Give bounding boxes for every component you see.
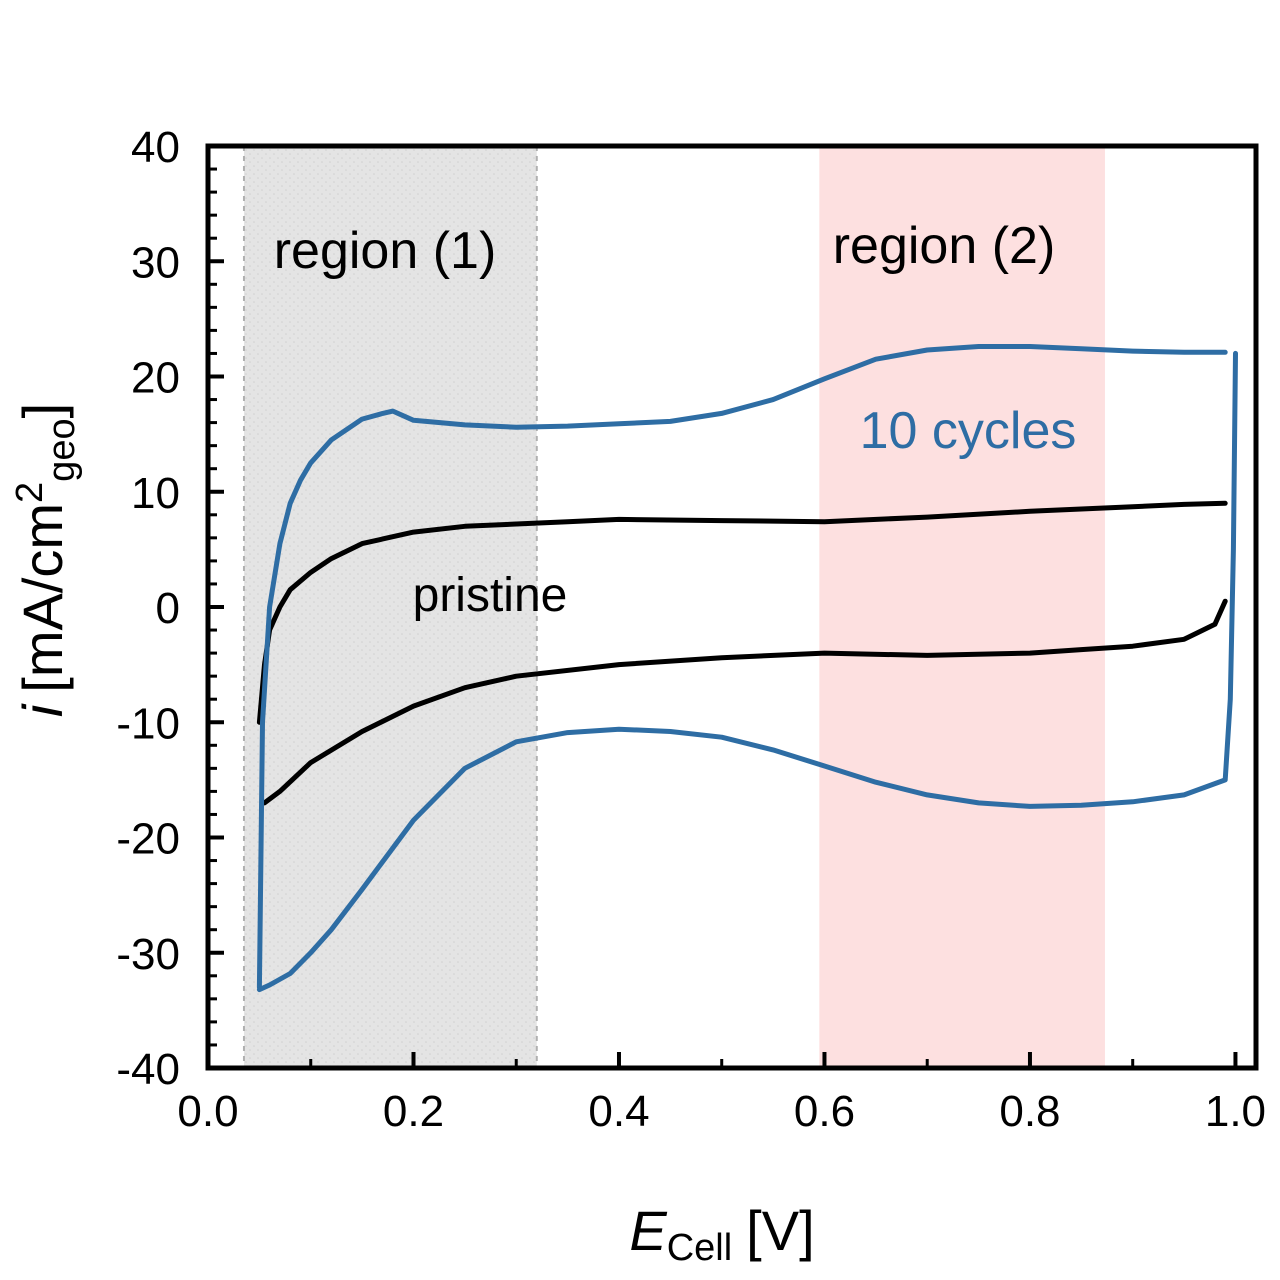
y-tick-label: -30: [116, 930, 180, 979]
y-tick-label: 30: [131, 238, 180, 287]
pristine-label: pristine: [413, 569, 568, 622]
x-tick-label: 0.2: [383, 1087, 444, 1136]
y-tick-label: -20: [116, 815, 180, 864]
pristine-cathodic-curve: [262, 598, 1228, 806]
x-axis-title: ECell [V]: [629, 1199, 814, 1269]
axis-ticks: 0.0 0.2 0.4 0.6 0.8 1.0 -40 -30 -20 -10 0 10 20 30 40: [116, 123, 1266, 1136]
pristine-anodic-curve: [256, 500, 1228, 725]
x-tick-label: 1.0: [1205, 1087, 1266, 1136]
x-tick-label: 0.0: [177, 1087, 238, 1136]
y-tick-label: 10: [131, 469, 180, 518]
x-tick-label: 0.4: [588, 1087, 649, 1136]
region-1-band: [243, 146, 537, 1068]
x-tick-label: 0.8: [999, 1087, 1060, 1136]
y-tick-label: 40: [131, 123, 180, 172]
y-tick-label: 0: [156, 584, 180, 633]
y-axis-title: i[mA/cm2geo]: [9, 403, 83, 717]
region-2-label: region (2): [833, 217, 1056, 275]
y-tick-label: -40: [116, 1045, 180, 1094]
10-cycles-cathodic-curve: [256, 350, 1238, 993]
data-curves: [256, 344, 1238, 993]
region-1-label: region (1): [274, 222, 497, 280]
ten-cycles-label: 10 cycles: [860, 402, 1077, 460]
x-tick-label: 0.6: [794, 1087, 855, 1136]
region-2-band: [819, 146, 1105, 1068]
y-tick-label: 20: [131, 354, 180, 403]
shaded-regions: [242, 146, 1105, 1068]
10-cycles-anodic-curve: [256, 344, 1228, 990]
y-tick-label: -10: [116, 699, 180, 748]
